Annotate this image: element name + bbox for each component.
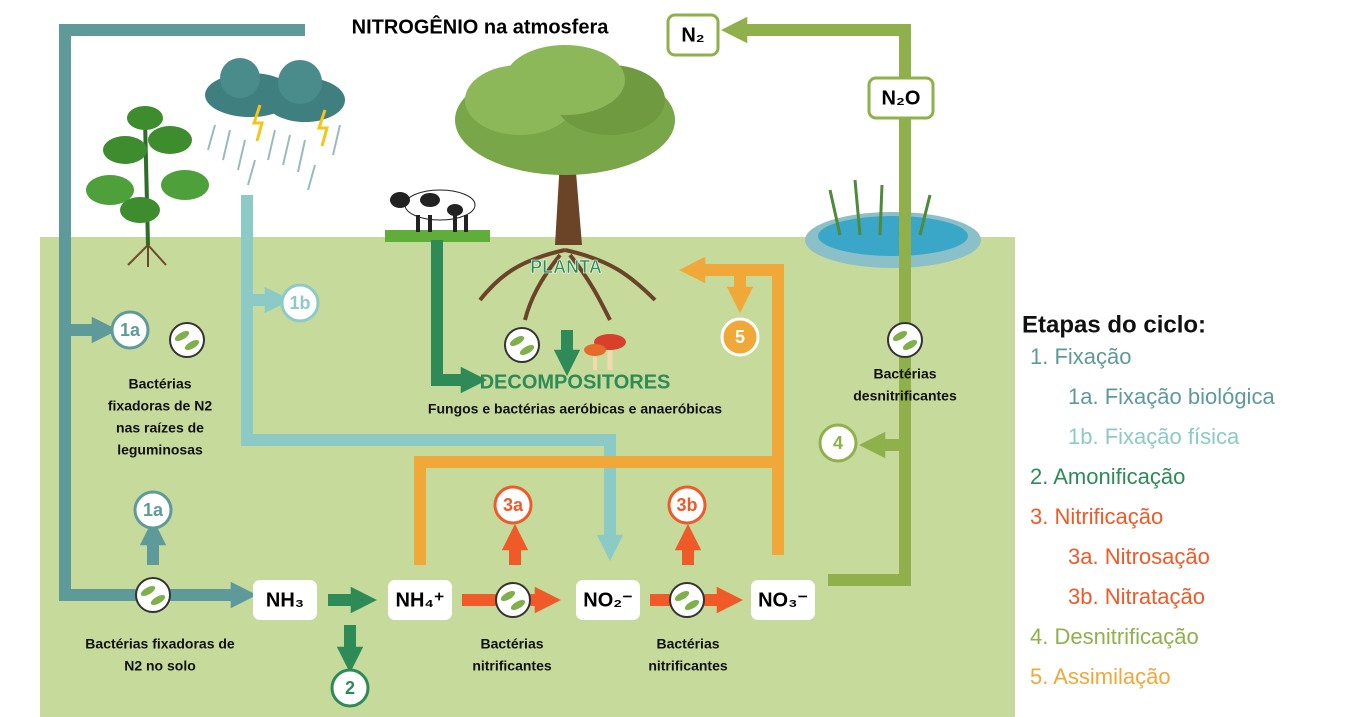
caption: Bactérias	[128, 376, 191, 392]
legend-item: 3b. Nitratação	[1068, 584, 1205, 609]
step-label: 5	[735, 327, 745, 347]
cow	[385, 190, 490, 242]
molecule-label: NH₃	[266, 589, 304, 611]
bacteria-icon	[136, 578, 170, 612]
caption: Bactérias	[480, 636, 543, 652]
decomposers-label: DECOMPOSITORES	[480, 371, 671, 393]
molecule-label: N₂O	[882, 87, 921, 109]
bacteria-icon	[170, 323, 204, 357]
bacteria-icon	[888, 323, 922, 357]
legend-item: 3a. Nitrosação	[1068, 544, 1210, 569]
step-label: 2	[345, 678, 355, 698]
step-label: 1b	[289, 293, 310, 313]
caption: nitrificantes	[472, 658, 552, 674]
caption: nas raízes de	[116, 420, 204, 436]
molecule-label: NH₄⁺	[396, 589, 445, 611]
molecule-label: N₂	[681, 24, 704, 46]
step-label: 4	[833, 433, 843, 453]
legend-item: 1b. Fixação física	[1068, 424, 1240, 449]
legend-item: 4. Desnitrificação	[1030, 624, 1199, 649]
caption: fixadoras de N2	[108, 398, 212, 414]
caption: Fungos e bactérias aeróbicas e anaeróbic…	[428, 401, 722, 417]
legend-item: 2. Amonificação	[1030, 464, 1185, 489]
legend-item: 5. Assimilação	[1030, 664, 1171, 689]
caption: Bactérias fixadoras de	[85, 636, 235, 652]
step-label: 1a	[143, 500, 164, 520]
title: NITROGÊNIO na atmosfera	[352, 14, 610, 38]
bacteria-icon	[496, 583, 530, 617]
legend-item: 3. Nitrificação	[1030, 504, 1163, 529]
bacteria-icon	[670, 583, 704, 617]
legend-item: 1a. Fixação biológica	[1068, 384, 1275, 409]
step-label: 3b	[676, 495, 697, 515]
caption: Bactérias	[873, 366, 936, 382]
step-label: 3a	[503, 495, 524, 515]
legend-item: 1. Fixação	[1030, 344, 1132, 369]
caption: N2 no solo	[124, 658, 196, 674]
molecule-label: NO₃⁻	[758, 589, 808, 611]
caption: Bactérias	[656, 636, 719, 652]
legend-title: Etapas do ciclo:	[1022, 311, 1206, 338]
caption: desnitrificantes	[853, 388, 957, 404]
plant-label: PLANTA	[530, 257, 602, 277]
caption: leguminosas	[117, 442, 203, 458]
rain-cloud	[205, 58, 345, 190]
nitrogen-cycle: NITROGÊNIO na atmosfera PLANTA DECOMPOSI…	[0, 0, 1359, 717]
step-label: 1a	[120, 320, 141, 340]
molecule-label: NO₂⁻	[583, 589, 632, 611]
caption: nitrificantes	[648, 658, 728, 674]
bacteria-icon	[505, 328, 539, 362]
pond	[805, 180, 981, 268]
